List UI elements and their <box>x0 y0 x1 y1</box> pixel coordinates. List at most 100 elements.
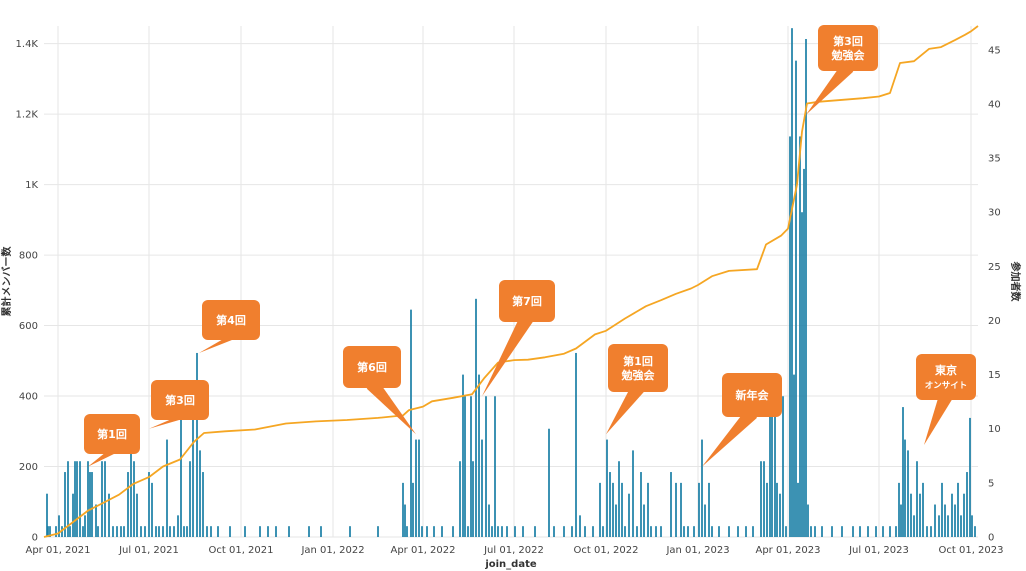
bar <box>771 407 773 537</box>
bar <box>810 526 812 537</box>
bar <box>875 526 877 537</box>
bar <box>889 526 891 537</box>
bar <box>196 352 198 537</box>
bar <box>957 482 959 537</box>
callout-pointer <box>149 418 186 429</box>
bar <box>687 526 689 537</box>
right-tick-label: 5 <box>988 478 994 489</box>
bar <box>763 461 765 537</box>
bar <box>841 526 843 537</box>
bar <box>571 526 573 537</box>
left-tick-label: 1.4K <box>16 39 39 50</box>
callout-box <box>202 300 260 340</box>
bar <box>217 526 219 537</box>
bar <box>799 136 801 537</box>
bar <box>206 526 208 537</box>
bar <box>922 482 924 537</box>
bar <box>910 493 912 537</box>
bar <box>785 526 787 537</box>
bar <box>548 428 550 537</box>
bar <box>47 526 49 537</box>
x-tick-label: Jan 01, 2022 <box>300 545 364 556</box>
callout-label: 勉強会 <box>621 368 656 382</box>
right-tick-label: 20 <box>988 316 1001 327</box>
bar <box>895 526 897 537</box>
bar <box>494 396 496 537</box>
bar <box>599 482 601 537</box>
bar <box>553 526 555 537</box>
left-axis-ticks: 0 200 400 600 800 1K 1.2K 1.4K <box>16 39 39 543</box>
bar <box>745 526 747 537</box>
bar <box>470 396 472 537</box>
bar <box>144 526 146 537</box>
x-tick-label: Oct 01, 2023 <box>939 545 1004 556</box>
bar <box>308 526 310 537</box>
callout-label: オンサイト <box>925 381 968 391</box>
bar <box>120 526 122 537</box>
left-tick-label: 1.2K <box>16 110 39 121</box>
bar <box>612 482 614 537</box>
right-tick-label: 30 <box>988 208 1001 219</box>
bar <box>938 515 940 537</box>
bar <box>522 526 524 537</box>
bar <box>173 526 175 537</box>
bar <box>797 482 799 537</box>
bar <box>728 526 730 537</box>
bar <box>467 526 469 537</box>
bar <box>898 482 900 537</box>
bar <box>441 526 443 537</box>
bar <box>776 482 778 537</box>
bar <box>202 472 204 537</box>
callout-box <box>916 354 976 400</box>
bar <box>488 504 490 537</box>
bar <box>166 439 168 537</box>
bar <box>259 526 261 537</box>
bar <box>766 482 768 537</box>
bar <box>954 504 956 537</box>
bar <box>907 450 909 537</box>
callout-label: 第1回 <box>97 427 127 441</box>
x-tick-label: Jul 01, 2021 <box>118 545 179 556</box>
bar <box>418 439 420 537</box>
bar <box>180 385 182 537</box>
bar <box>628 493 630 537</box>
bar <box>718 526 720 537</box>
bar <box>481 439 483 537</box>
x-tick-label: Apr 01, 2021 <box>25 545 90 556</box>
callout: 新年会 <box>702 373 782 467</box>
bar <box>615 504 617 537</box>
bar <box>377 526 379 537</box>
bar <box>904 439 906 537</box>
bar <box>640 472 642 537</box>
bar <box>433 526 435 537</box>
bar <box>575 352 577 537</box>
bar <box>501 526 503 537</box>
bar <box>760 461 762 537</box>
callout-label: 勉強会 <box>831 48 866 62</box>
right-tick-label: 10 <box>988 424 1001 435</box>
bar <box>807 504 809 537</box>
bar <box>974 526 976 537</box>
callout: 第7回 <box>482 280 555 397</box>
bar <box>882 526 884 537</box>
bar <box>737 526 739 537</box>
bar <box>189 461 191 537</box>
bar <box>472 461 474 537</box>
bar <box>169 526 171 537</box>
bar <box>87 461 89 537</box>
bar <box>618 461 620 537</box>
bar <box>140 526 142 537</box>
bar <box>82 526 84 537</box>
bar <box>123 526 125 537</box>
right-tick-label: 45 <box>988 45 1001 56</box>
bar <box>406 526 408 537</box>
x-tick-label: Jul 01, 2022 <box>483 545 544 556</box>
bar <box>944 504 946 537</box>
bar <box>916 461 918 537</box>
bar <box>609 472 611 537</box>
bar <box>55 526 57 537</box>
left-tick-label: 600 <box>19 321 38 332</box>
bar <box>801 212 803 538</box>
